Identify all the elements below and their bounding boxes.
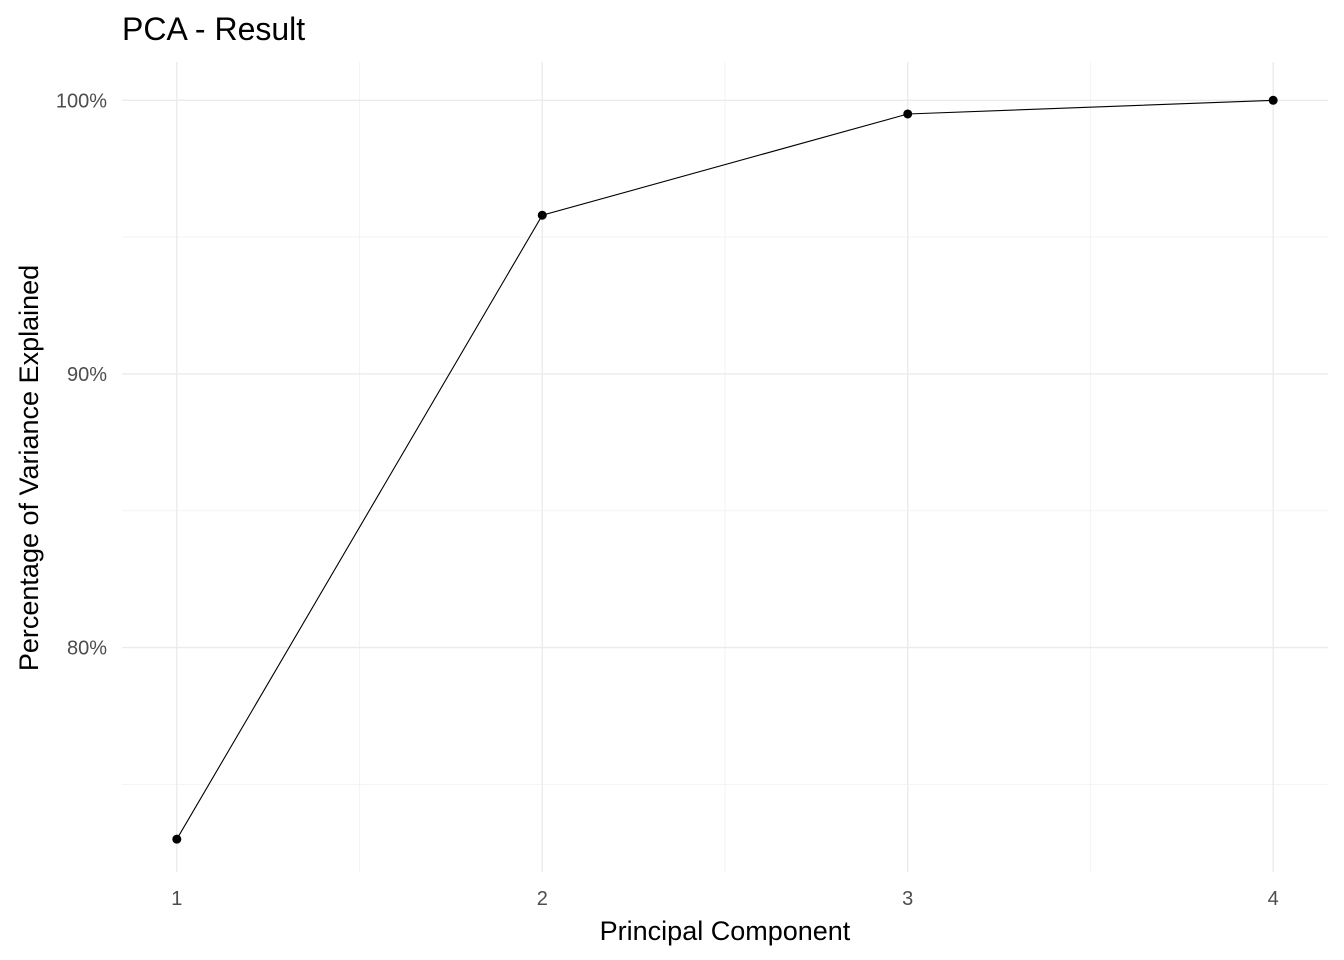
data-point (903, 109, 913, 119)
series-line (176, 99, 1274, 840)
y-tick-label: 90% (67, 364, 107, 386)
chart-title: PCA - Result (122, 11, 305, 47)
y-tick-label: 100% (56, 90, 107, 112)
x-tick-label: 1 (171, 888, 182, 910)
data-point (1268, 95, 1278, 105)
x-tick-label: 4 (1268, 888, 1279, 910)
x-tick-label: 3 (902, 888, 913, 910)
x-tick-label: 2 (537, 888, 548, 910)
x-axis-title: Principal Component (600, 916, 851, 946)
tick-labels: 1 2 3 4 80% 90% 100% (56, 90, 1279, 910)
data-point (172, 834, 182, 844)
y-axis-title: Percentage of Variance Explained (14, 265, 44, 671)
gridlines (122, 62, 1328, 872)
data-point (537, 210, 547, 220)
series-layer (172, 95, 1278, 844)
y-tick-label: 80% (67, 638, 107, 660)
